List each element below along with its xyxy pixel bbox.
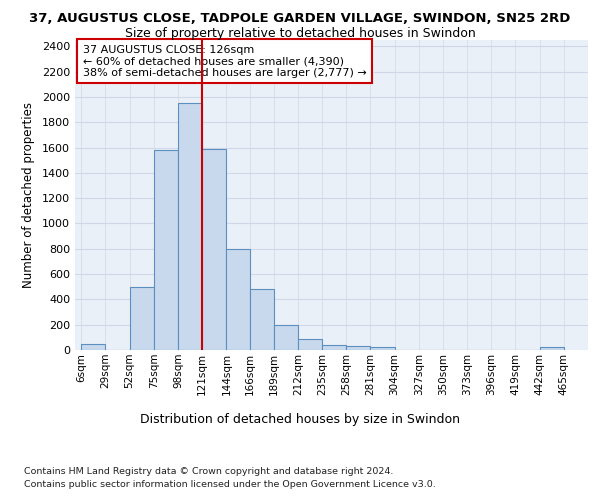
Text: Contains HM Land Registry data © Crown copyright and database right 2024.: Contains HM Land Registry data © Crown c… bbox=[24, 468, 394, 476]
Bar bbox=[298, 338, 322, 350]
Bar bbox=[274, 324, 298, 350]
Text: Size of property relative to detached houses in Swindon: Size of property relative to detached ho… bbox=[125, 28, 475, 40]
Bar bbox=[250, 290, 274, 350]
Bar bbox=[539, 348, 564, 350]
Bar bbox=[322, 345, 346, 350]
Text: Contains public sector information licensed under the Open Government Licence v3: Contains public sector information licen… bbox=[24, 480, 436, 489]
Y-axis label: Number of detached properties: Number of detached properties bbox=[22, 102, 35, 288]
Bar bbox=[154, 150, 178, 350]
Bar bbox=[346, 346, 370, 350]
Bar bbox=[370, 348, 395, 350]
Bar bbox=[202, 149, 226, 350]
Bar bbox=[226, 249, 250, 350]
Bar bbox=[82, 344, 106, 350]
Text: Distribution of detached houses by size in Swindon: Distribution of detached houses by size … bbox=[140, 412, 460, 426]
Text: 37, AUGUSTUS CLOSE, TADPOLE GARDEN VILLAGE, SWINDON, SN25 2RD: 37, AUGUSTUS CLOSE, TADPOLE GARDEN VILLA… bbox=[29, 12, 571, 26]
Text: 37 AUGUSTUS CLOSE: 126sqm
← 60% of detached houses are smaller (4,390)
38% of se: 37 AUGUSTUS CLOSE: 126sqm ← 60% of detac… bbox=[83, 44, 367, 78]
Bar bbox=[178, 104, 202, 350]
Bar bbox=[130, 286, 154, 350]
